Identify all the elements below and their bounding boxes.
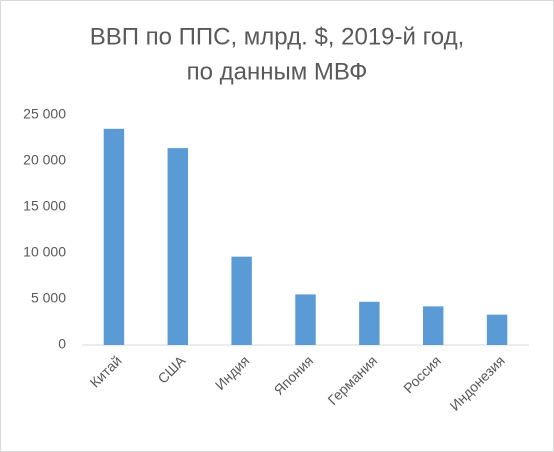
chart-title: по данным МВФ — [187, 58, 368, 85]
bar — [359, 301, 380, 345]
bar — [103, 128, 125, 345]
y-tick-label: 15 000 — [23, 198, 66, 214]
bar — [167, 148, 189, 345]
bar — [231, 256, 252, 345]
bar — [486, 314, 508, 345]
y-tick-label: 25 000 — [23, 106, 66, 122]
chart-title: ВВП по ППС, млрд. $, 2019-й год, — [90, 23, 465, 50]
y-tick-label: 10 000 — [23, 244, 66, 260]
y-tick-label: 0 — [58, 336, 66, 352]
y-tick-label: 20 000 — [23, 152, 66, 168]
bar — [295, 294, 316, 345]
bar — [422, 306, 444, 345]
y-tick-label: 5 000 — [31, 290, 66, 306]
